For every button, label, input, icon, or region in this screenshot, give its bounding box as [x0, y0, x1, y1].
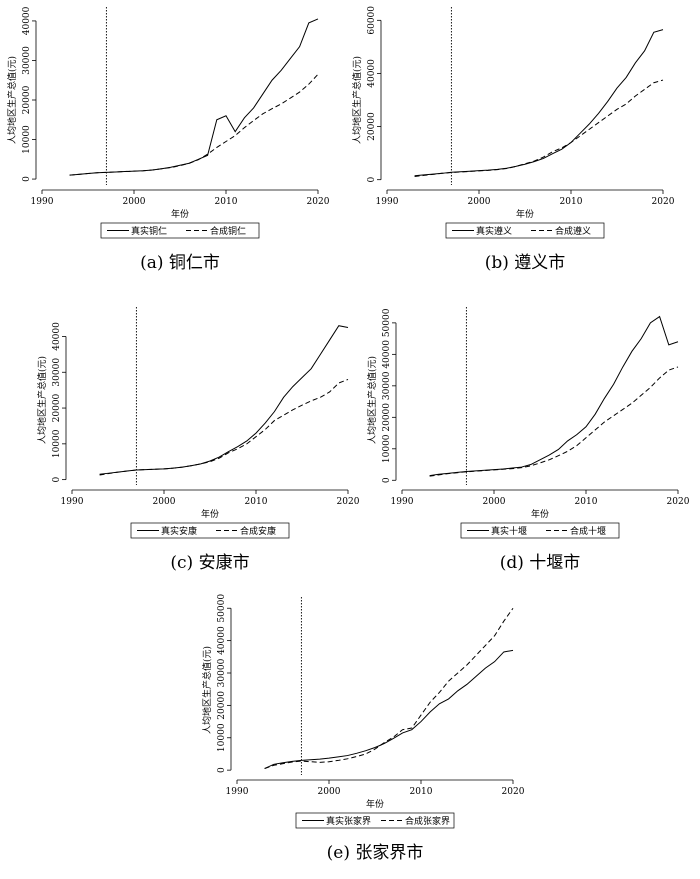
y-tick-label: 60000 — [367, 6, 377, 35]
legend-label: 真实铜仁 — [131, 225, 167, 237]
series-line — [264, 607, 514, 769]
y-tick-label: 10000 — [382, 434, 392, 463]
y-tick-label: 20000 — [22, 85, 32, 114]
panel: 0 10000 20000 30000 40000 50000 1990 2000 2010 20… — [366, 307, 690, 573]
series-line — [69, 18, 319, 176]
legend-box — [100, 222, 260, 239]
y-tick-label: 40000 — [217, 626, 227, 655]
y-tick-label: 30000 — [217, 658, 227, 687]
y-tick-label: 40000 — [367, 59, 377, 88]
y-tick-label: 0 — [382, 477, 392, 483]
y-tick-label: 40000 — [22, 6, 32, 35]
x-tick-label: 2000 — [468, 197, 491, 207]
caption: (b) 遵义市 — [485, 253, 566, 273]
caption: (d) 十堰市 — [500, 553, 581, 573]
x-tick-label: 2000 — [318, 787, 341, 797]
legend-label: 真实安康 — [161, 525, 197, 537]
x-tick-label: 1990 — [31, 197, 54, 207]
legend-label: 真实张家界 — [326, 815, 371, 827]
panel: 0 10000 20000 30000 40000 50000 1990 2000 2010 20… — [201, 594, 525, 863]
y-tick-label: 40000 — [382, 340, 392, 369]
y-tick-label: 30000 — [52, 358, 62, 387]
legend-label: 合成张家界 — [405, 815, 450, 827]
legend-label: 合成铜仁 — [210, 225, 246, 237]
series-line — [414, 29, 664, 177]
caption: (c) 安康市 — [170, 553, 249, 573]
y-tick-label: 30000 — [22, 46, 32, 75]
series-line — [264, 649, 514, 769]
legend-label: 合成安康 — [240, 525, 276, 537]
y-axis-label: 人均地区生产总值(元) — [351, 56, 363, 144]
series-line — [99, 378, 349, 476]
y-tick-label: 50000 — [382, 308, 392, 337]
x-tick-label: 1990 — [376, 197, 399, 207]
series-line — [69, 73, 319, 176]
caption: (e) 张家界市 — [327, 843, 424, 863]
legend-box — [445, 222, 605, 239]
y-tick-label: 0 — [217, 767, 227, 773]
legend-label: 真实遵义 — [476, 225, 512, 237]
x-tick-label: 1990 — [61, 497, 84, 507]
x-axis-label: 年份 — [531, 508, 549, 520]
x-axis-label: 年份 — [171, 208, 189, 220]
x-tick-label: 2010 — [215, 197, 238, 207]
x-tick-label: 2020 — [337, 497, 360, 507]
y-tick-label: 40000 — [52, 322, 62, 351]
series-line — [429, 366, 679, 477]
panel: 0 10000 20000 30000 40000 1990 2000 2010 2020 人均地… — [36, 307, 360, 573]
y-tick-label: 0 — [22, 176, 32, 182]
x-tick-label: 2020 — [652, 197, 675, 207]
x-tick-label: 2010 — [560, 197, 583, 207]
y-axis-label: 人均地区生产总值(元) — [36, 356, 48, 444]
legend-label: 合成十堰 — [570, 525, 606, 537]
x-axis-label: 年份 — [516, 208, 534, 220]
y-tick-label: 20000 — [52, 393, 62, 422]
legend-label: 合成遵义 — [555, 225, 591, 237]
y-axis-label: 人均地区生产总值(元) — [366, 356, 378, 444]
y-tick-label: 50000 — [217, 594, 227, 623]
x-tick-label: 2020 — [667, 497, 690, 507]
y-tick-label: 30000 — [382, 371, 392, 400]
x-tick-label: 2010 — [245, 497, 268, 507]
x-tick-label: 2000 — [123, 197, 146, 207]
series-line — [99, 325, 349, 475]
y-tick-label: 20000 — [367, 112, 377, 141]
x-tick-label: 1990 — [391, 497, 414, 507]
x-axis-label: 年份 — [366, 798, 384, 810]
legend-label: 真实十堰 — [491, 525, 527, 537]
x-tick-label: 2010 — [575, 497, 598, 507]
y-tick-label: 20000 — [217, 691, 227, 720]
panel: 0 10000 20000 30000 40000 1990 2000 2010 2020 人均地… — [6, 6, 330, 273]
legend-box — [460, 522, 620, 539]
x-tick-label: 2000 — [153, 497, 176, 507]
y-tick-label: 10000 — [217, 723, 227, 752]
panel: 0 20000 40000 60000 1990 2000 2010 2020 人均地区生产总值… — [351, 6, 675, 273]
x-tick-label: 2010 — [410, 787, 433, 797]
y-tick-label: 0 — [367, 177, 377, 183]
x-tick-label: 1990 — [226, 787, 249, 797]
y-tick-label: 0 — [52, 476, 62, 482]
y-axis-label: 人均地区生产总值(元) — [201, 646, 213, 734]
legend-box — [295, 812, 455, 829]
y-tick-label: 20000 — [382, 403, 392, 432]
x-tick-label: 2000 — [483, 497, 506, 507]
x-tick-label: 2020 — [502, 787, 525, 797]
x-axis-label: 年份 — [201, 508, 219, 520]
y-tick-label: 10000 — [22, 125, 32, 154]
x-tick-label: 2020 — [307, 197, 330, 207]
y-axis-label: 人均地区生产总值(元) — [6, 56, 18, 144]
series-line — [414, 79, 664, 177]
legend-box — [130, 522, 290, 539]
caption: (a) 铜仁市 — [140, 253, 220, 273]
y-tick-label: 10000 — [52, 429, 62, 458]
